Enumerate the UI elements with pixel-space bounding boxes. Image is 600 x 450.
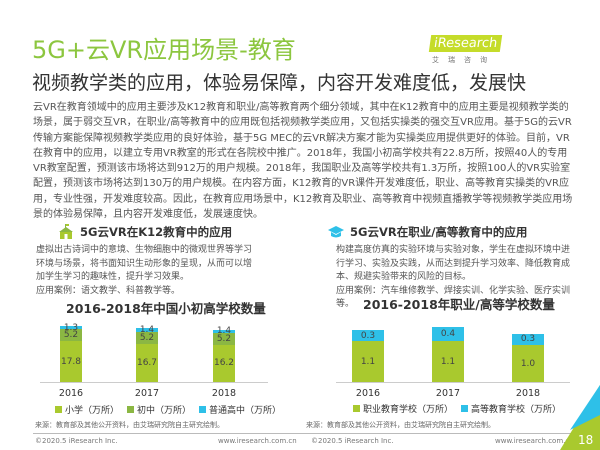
body-text: 云VR在教育领域中的应用主要涉及K12教育和职业/高等教育两个细分领域，其中在K… — [33, 102, 573, 221]
right-source: 来源：教育部及其他公开资料，由艾瑞研究院自主研究绘制。 — [306, 421, 495, 429]
bar-2018-2: 1.4 — [213, 326, 235, 336]
bar-2018-1: 5.2 — [213, 332, 235, 345]
bar-2018-0: 1.0 — [512, 345, 544, 382]
page-title: 5G+云VR应用场景-教育 — [32, 36, 296, 64]
footer-url: www.iresearch.com.cn — [218, 437, 297, 445]
bar-2016-1: 5.2 — [60, 329, 82, 342]
x-tick-label: 2017 — [435, 388, 461, 399]
bar-2017-0: 1.1 — [432, 341, 464, 382]
logo-text: iResearch — [428, 35, 503, 52]
corner-decoration — [560, 385, 600, 450]
x-tick-label: 2016 — [58, 388, 84, 399]
legend-item: 职业教育学校（万所） — [353, 402, 453, 415]
x-tick-label: 2016 — [355, 388, 381, 399]
legend-item: 初中（万所） — [127, 403, 191, 416]
left-desc: 虚拟出古诗词中的意境、生物细胞中的微观世界等学习环境与场景，将书面知识生动形象的… — [36, 245, 253, 282]
legend-swatch — [461, 405, 469, 412]
iresearch-logo: iResearch 艾瑞咨询 — [428, 32, 503, 65]
right-heading-text: 5G云VR在职业/高等教育中的应用 — [350, 225, 528, 239]
bar-2017-1: 0.4 — [432, 326, 464, 342]
right-chart-title: 2016-2018年职业/高等学校数量 — [363, 297, 555, 312]
page-number: 18 — [578, 433, 594, 447]
legend-swatch — [353, 405, 360, 412]
school-icon — [59, 224, 73, 239]
x-axis — [40, 382, 268, 383]
left-source: 来源：教育部及其他公开资料，由艾瑞研究院自主研究绘制。 — [35, 421, 224, 429]
right-legend: 职业教育学校（万所） 高等教育学校（万所） — [353, 402, 561, 415]
bar-2018-1: 0.3 — [512, 333, 544, 345]
bar-2016-2: 1.3 — [60, 323, 82, 332]
left-section-heading: 5G云VR在K12教育中的应用 — [58, 224, 232, 240]
footer-copyright: ©2020.5 iResearch Inc. — [35, 437, 118, 445]
right-case: 应用案例：汽车维修教学、焊接实训、化学实验、医疗实训等。 — [336, 285, 571, 310]
bar-2017-1: 5.2 — [136, 331, 158, 344]
legend-item: 小学（万所） — [55, 403, 119, 416]
bar-2018-0: 16.2 — [213, 344, 235, 382]
legend-swatch — [55, 406, 62, 413]
right-desc: 构建高度仿真的实验环境与实验对象，学生在虚拟环境中进行学习、实验及实践，从而达到… — [336, 245, 571, 282]
x-tick-label: 2017 — [134, 388, 160, 399]
footer-copyright-right: ©2020.5 iResearch Inc. — [311, 437, 394, 445]
graduation-cap-icon — [328, 226, 344, 238]
legend-item: 高等教育学校（万所） — [461, 402, 561, 415]
x-tick-label: 2018 — [515, 388, 541, 399]
bar-2016-1: 0.3 — [352, 330, 384, 342]
footer-divider — [33, 433, 573, 434]
x-axis — [336, 382, 570, 383]
x-tick-label: 2018 — [211, 388, 237, 399]
left-heading-text: 5G云VR在K12教育中的应用 — [80, 225, 233, 239]
legend-swatch — [199, 406, 207, 413]
left-legend: 小学（万所） 初中（万所） 普通高中（万所） — [55, 403, 281, 416]
logo-cn: 艾瑞咨询 — [432, 56, 496, 64]
page-subtitle: 视频教学类的应用，体验易保障，内容开发难度低，发展快 — [32, 72, 527, 94]
bar-2016-0: 17.8 — [60, 341, 82, 382]
left-chart-title: 2016-2018年中国小初高学校数量 — [66, 301, 266, 316]
legend-swatch — [127, 406, 135, 413]
bar-2016-0: 1.1 — [352, 341, 384, 382]
bar-2017-0: 16.7 — [136, 343, 158, 382]
right-section-heading: 5G云VR在职业/高等教育中的应用 — [328, 224, 527, 240]
footer-url-right: www.iresearch.com.cn — [495, 437, 574, 445]
left-case: 应用案例：语文教学、科普教学等。 — [36, 285, 181, 296]
legend-item: 普通高中（万所） — [199, 403, 281, 416]
bar-2017-2: 1.4 — [136, 325, 158, 335]
